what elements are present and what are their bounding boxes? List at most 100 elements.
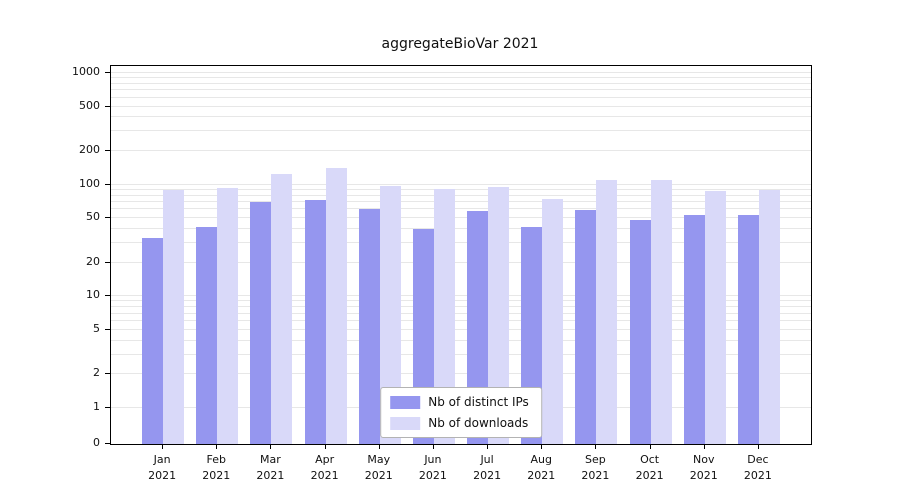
gridline xyxy=(111,339,811,341)
y-tick-label: 5 xyxy=(93,321,100,335)
y-tick-label: 10 xyxy=(86,288,100,302)
bar-distinct-ips-sep xyxy=(575,210,597,444)
x-tick-label: May 2021 xyxy=(364,453,393,482)
x-tick-label: Jun 2021 xyxy=(418,453,447,482)
gridline xyxy=(111,217,811,219)
x-tick-label: Dec 2021 xyxy=(743,453,772,482)
y-tick-mark xyxy=(105,261,110,263)
plot-area: Nb of distinct IPs Nb of downloads xyxy=(110,65,812,445)
x-tick-label: Jul 2021 xyxy=(473,453,502,482)
x-tick-mark xyxy=(216,444,218,449)
x-tick-mark xyxy=(487,444,489,449)
gridline xyxy=(111,306,811,308)
y-tick-label: 20 xyxy=(86,254,100,268)
gridline xyxy=(111,105,811,107)
x-tick-label: Jan 2021 xyxy=(148,453,177,482)
y-tick-label: 500 xyxy=(79,98,100,112)
bar-distinct-ips-may xyxy=(358,209,380,444)
x-tick-mark xyxy=(432,444,434,449)
gridline xyxy=(111,89,811,91)
legend-item-distinct-ips: Nb of distinct IPs xyxy=(390,395,529,409)
legend-swatch-distinct-ips xyxy=(390,395,421,409)
gridline xyxy=(111,242,811,244)
chart-title: aggregateBioVar 2021 xyxy=(381,36,539,52)
gridline xyxy=(111,150,811,152)
y-tick-mark xyxy=(105,150,110,152)
bar-downloads-jul xyxy=(488,187,510,444)
gridline xyxy=(111,77,811,79)
x-tick-mark xyxy=(703,444,705,449)
gridline xyxy=(111,208,811,210)
bar-downloads-sep xyxy=(596,180,618,444)
gridline xyxy=(111,228,811,230)
x-tick-label: Nov 2021 xyxy=(689,453,718,482)
y-tick-mark xyxy=(105,217,110,219)
x-tick-mark xyxy=(270,444,272,449)
y-tick-mark xyxy=(105,183,110,185)
y-tick-mark xyxy=(105,295,110,297)
x-tick-label: Mar 2021 xyxy=(256,453,285,482)
x-tick-mark xyxy=(378,444,380,449)
bar-distinct-ips-feb xyxy=(196,226,218,444)
x-tick-mark xyxy=(162,444,164,449)
bar-downloads-jun xyxy=(433,188,455,444)
gridline xyxy=(111,295,811,297)
gridline xyxy=(111,130,811,132)
bar-downloads-may xyxy=(379,185,401,444)
gridline xyxy=(111,194,811,196)
bar-downloads-feb xyxy=(217,188,239,444)
y-tick-mark xyxy=(105,105,110,107)
gridline xyxy=(111,300,811,302)
bar-downloads-apr xyxy=(325,168,347,444)
y-tick-mark xyxy=(105,443,110,444)
gridline xyxy=(111,328,811,330)
x-tick-mark xyxy=(757,444,759,449)
y-tick-label: 1000 xyxy=(72,65,100,78)
bar-downloads-aug xyxy=(542,198,564,444)
bar-downloads-jan xyxy=(163,189,185,444)
bar-distinct-ips-mar xyxy=(250,201,272,444)
y-tick-mark xyxy=(105,72,110,73)
bar-distinct-ips-oct xyxy=(629,220,651,444)
gridline xyxy=(111,183,811,185)
gridline xyxy=(111,320,811,322)
bar-distinct-ips-jul xyxy=(467,211,489,444)
bar-distinct-ips-apr xyxy=(304,199,326,444)
gridline xyxy=(111,261,811,263)
x-tick-mark xyxy=(541,444,543,449)
bar-downloads-nov xyxy=(704,190,726,444)
y-tick-label: 1 xyxy=(93,400,100,413)
legend: Nb of distinct IPs Nb of downloads xyxy=(380,387,542,438)
x-tick-label: Oct 2021 xyxy=(635,453,664,482)
x-tick-label: Sep 2021 xyxy=(581,453,610,482)
y-tick-label: 200 xyxy=(79,143,100,157)
y-tick-mark xyxy=(105,328,110,330)
gridline xyxy=(111,116,811,118)
gridline xyxy=(111,373,811,375)
gridline xyxy=(111,200,811,202)
y-tick-label: 2 xyxy=(93,366,100,380)
gridline xyxy=(111,312,811,314)
x-tick-mark xyxy=(649,444,651,449)
legend-label-distinct-ips: Nb of distinct IPs xyxy=(428,395,529,409)
bar-distinct-ips-jan xyxy=(142,238,164,444)
gridline xyxy=(111,96,811,98)
x-tick-label: Aug 2021 xyxy=(527,453,556,482)
legend-label-downloads: Nb of downloads xyxy=(428,416,529,430)
bar-downloads-dec xyxy=(758,190,780,444)
y-tick-label: 100 xyxy=(79,176,100,190)
gridline xyxy=(111,82,811,84)
bar-downloads-oct xyxy=(650,180,672,444)
x-tick-label: Feb 2021 xyxy=(202,453,231,482)
bar-downloads-mar xyxy=(271,173,293,444)
bar-distinct-ips-dec xyxy=(737,214,759,444)
y-tick-label: 0 xyxy=(93,436,100,449)
gridline xyxy=(111,188,811,190)
gridline xyxy=(111,353,811,355)
legend-swatch-downloads xyxy=(390,416,421,430)
y-tick-label: 50 xyxy=(86,210,100,224)
y-tick-mark xyxy=(105,407,110,408)
x-tick-mark xyxy=(324,444,326,449)
y-tick-mark xyxy=(105,373,110,375)
